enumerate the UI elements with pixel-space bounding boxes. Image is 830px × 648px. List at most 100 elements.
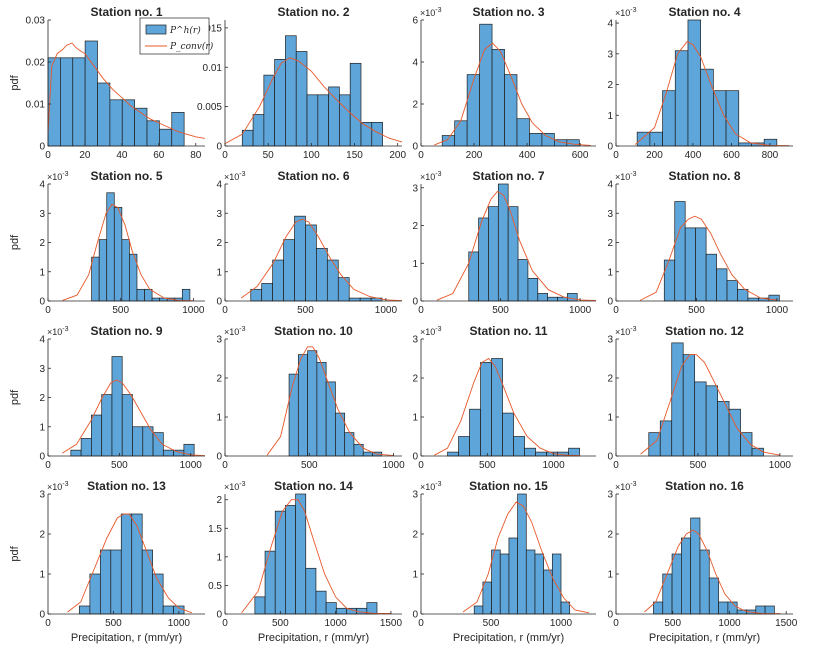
station-no-9-bar bbox=[101, 394, 113, 457]
station-no-14-x-tick-label: 0 bbox=[222, 618, 228, 629]
station-no-16-bar bbox=[718, 601, 729, 615]
station-no-15-x-tick-label: 1000 bbox=[550, 618, 573, 629]
station-no-13-exponent-label: ×10-3 bbox=[47, 481, 69, 492]
station-no-11-x-tick-label: 0 bbox=[418, 460, 424, 471]
station-no-10-bar bbox=[362, 451, 373, 457]
station-no-6-bar bbox=[305, 224, 317, 302]
station-no-8-bar bbox=[747, 297, 759, 302]
station-no-4-y-tick-label: 4 bbox=[607, 19, 613, 30]
station-no-13-y-tick-label: 1 bbox=[39, 570, 45, 581]
station-no-1-y-tick-label: 0 bbox=[39, 142, 45, 153]
station-no-5: 0 500 1000 0 1 2 3 4×10-3 Station no. 5 pdf bbox=[9, 169, 205, 316]
station-no-12-bar bbox=[682, 354, 696, 457]
station-no-3-bar bbox=[529, 133, 543, 147]
station-no-9-bar bbox=[132, 426, 144, 457]
station-no-16-bar bbox=[764, 605, 775, 615]
station-no-5-x-tick-label: 1000 bbox=[182, 305, 205, 316]
station-no-13: 0 500 1000 0 1 2 3×10-3 Station no. 13 pdf Precip… bbox=[9, 479, 205, 644]
station-no-7-exponent-label: ×10-3 bbox=[420, 171, 442, 182]
station-no-1-bar bbox=[146, 120, 160, 147]
station-no-14-bar bbox=[295, 493, 307, 615]
station-no-14-bar bbox=[274, 510, 286, 615]
station-no-16-bar bbox=[662, 573, 673, 615]
station-no-3-y-tick-label: 0 bbox=[412, 142, 418, 153]
station-no-6-bar bbox=[359, 297, 372, 302]
station-no-3-bar bbox=[466, 74, 480, 147]
station-no-12-x-tick-label: 1000 bbox=[769, 460, 792, 471]
station-no-3-bar bbox=[541, 133, 555, 147]
station-no-15-bar bbox=[491, 549, 501, 615]
station-no-15-bar bbox=[551, 553, 562, 615]
station-no-6-pdf-curve bbox=[240, 218, 403, 302]
station-no-3-pdf-curve bbox=[434, 42, 591, 146]
station-no-11-title: Station no. 11 bbox=[469, 324, 547, 338]
station-no-9-y-tick-label: 0 bbox=[39, 452, 45, 463]
station-no-4-y-tick-label: 2 bbox=[607, 80, 613, 91]
station-no-2-pdf-curve bbox=[224, 57, 403, 144]
station-no-11-bar bbox=[568, 447, 580, 457]
station-no-7-bar bbox=[567, 293, 578, 302]
station-no-4-y-tick-label: 3 bbox=[607, 49, 613, 60]
station-no-5-bar bbox=[98, 239, 108, 302]
station-no-10-y-tick-label: 0 bbox=[216, 452, 222, 463]
station-no-16-x-tick-label: 1000 bbox=[718, 618, 741, 629]
station-no-13-bar bbox=[141, 549, 154, 615]
station-no-6-bar bbox=[261, 283, 273, 302]
station-no-13-y-tick-label: 2 bbox=[39, 530, 45, 541]
station-no-2-x-tick-label: 0 bbox=[222, 150, 228, 161]
station-no-15-exponent-label: ×10-3 bbox=[420, 481, 442, 492]
station-no-16-exponent-label: ×10-3 bbox=[615, 481, 637, 492]
station-no-6-bar bbox=[348, 297, 361, 302]
station-no-1-bar bbox=[109, 99, 123, 147]
station-no-4-bar bbox=[738, 142, 752, 147]
station-no-14-pdf-curve bbox=[241, 499, 391, 614]
station-no-12-exponent-label: ×10-3 bbox=[615, 326, 637, 337]
station-no-2-bar bbox=[349, 62, 362, 147]
station-no-5-bar bbox=[106, 192, 115, 302]
station-no-8-bar bbox=[726, 280, 738, 302]
station-no-14-x-tick-label: 1000 bbox=[325, 618, 348, 629]
station-no-7-y-tick-label: 3 bbox=[412, 183, 418, 194]
station-no-1-bar bbox=[97, 82, 111, 147]
station-no-8-x-tick-label: 0 bbox=[613, 305, 619, 316]
station-no-4: 0 200 400 600 800 0 1 2 3 4×10-3 Station no. 4 bbox=[607, 5, 793, 161]
station-no-1-x-tick-label: 40 bbox=[116, 150, 128, 161]
station-no-5-bar bbox=[136, 288, 145, 302]
station-no-15-bar bbox=[508, 537, 518, 615]
station-no-4-title: Station no. 4 bbox=[669, 5, 741, 19]
station-no-11-bar bbox=[447, 451, 459, 457]
station-no-14-bar bbox=[335, 607, 347, 615]
station-no-14-bar bbox=[285, 505, 296, 615]
station-no-9-title: Station no. 9 bbox=[91, 324, 163, 338]
station-no-12-y-tick-label: 3 bbox=[607, 335, 613, 346]
station-no-16-x-axis-label: Precipitation, r (mm/yr) bbox=[649, 632, 760, 644]
station-no-9-y-tick-label: 4 bbox=[39, 335, 45, 346]
station-no-7-y-tick-label: 2 bbox=[412, 221, 418, 232]
station-no-6-y-tick-label: 3 bbox=[216, 209, 222, 220]
station-no-7: 0 500 1000 0 1 2 3×10-3 Station no. 7 bbox=[412, 169, 597, 316]
station-no-5-y-tick-label: 0 bbox=[39, 297, 45, 308]
station-no-12-x-tick-label: 500 bbox=[690, 460, 707, 471]
station-no-9-x-tick-label: 1000 bbox=[180, 460, 203, 471]
station-no-6-x-tick-label: 500 bbox=[297, 305, 314, 316]
station-no-8-bar bbox=[663, 259, 676, 302]
station-no-16-bar bbox=[653, 601, 664, 615]
station-no-10-exponent-label: ×10-3 bbox=[224, 326, 246, 337]
station-no-3-bar bbox=[566, 139, 580, 147]
station-no-6-bar bbox=[326, 259, 339, 302]
station-no-4-bar bbox=[712, 90, 727, 147]
station-no-6: 0 500 1000 0 1 2 3 4×10-3 Station no. 6 bbox=[216, 169, 403, 316]
station-no-13-x-tick-label: 0 bbox=[45, 618, 51, 629]
station-no-16-bar bbox=[681, 537, 692, 615]
station-no-14-bar bbox=[366, 602, 378, 615]
station-no-8-pdf-curve bbox=[639, 215, 777, 301]
legend-label-histogram: P^h(r) bbox=[169, 25, 201, 36]
station-no-14-y-tick-label: 2 bbox=[216, 495, 222, 506]
station-no-6-title: Station no. 6 bbox=[278, 169, 350, 183]
station-no-1-pdf-curve bbox=[47, 42, 206, 139]
legend: P^h(r) P_conv(r) bbox=[139, 17, 214, 55]
station-no-6-bar bbox=[272, 259, 284, 302]
station-no-16-y-tick-label: 2 bbox=[607, 530, 613, 541]
station-no-15-x-tick-label: 500 bbox=[483, 618, 500, 629]
station-no-3-y-tick-label: 4 bbox=[412, 58, 418, 69]
